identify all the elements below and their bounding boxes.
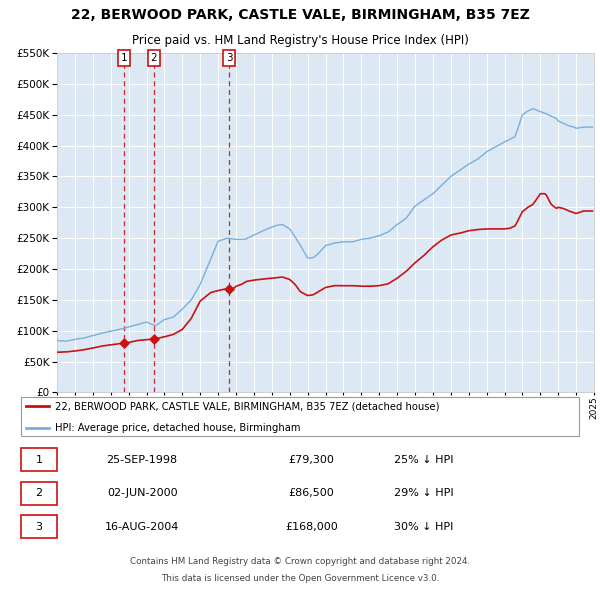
Text: £168,000: £168,000 (285, 522, 338, 532)
Text: 02-JUN-2000: 02-JUN-2000 (107, 489, 178, 498)
Text: 25-SEP-1998: 25-SEP-1998 (107, 455, 178, 465)
Text: 22, BERWOOD PARK, CASTLE VALE, BIRMINGHAM, B35 7EZ: 22, BERWOOD PARK, CASTLE VALE, BIRMINGHA… (71, 8, 529, 21)
Text: £86,500: £86,500 (289, 489, 334, 498)
Text: 1: 1 (121, 53, 127, 63)
Text: 29% ↓ HPI: 29% ↓ HPI (394, 489, 454, 498)
Text: 3: 3 (35, 522, 43, 532)
Text: Contains HM Land Registry data © Crown copyright and database right 2024.: Contains HM Land Registry data © Crown c… (130, 556, 470, 566)
Text: 3: 3 (226, 53, 233, 63)
Text: 30% ↓ HPI: 30% ↓ HPI (394, 522, 454, 532)
Text: 16-AUG-2004: 16-AUG-2004 (105, 522, 179, 532)
FancyBboxPatch shape (21, 396, 579, 436)
Text: 2: 2 (35, 489, 43, 498)
Text: HPI: Average price, detached house, Birmingham: HPI: Average price, detached house, Birm… (55, 422, 300, 432)
Text: 25% ↓ HPI: 25% ↓ HPI (394, 455, 454, 465)
Text: 2: 2 (151, 53, 157, 63)
Text: This data is licensed under the Open Government Licence v3.0.: This data is licensed under the Open Gov… (161, 573, 439, 582)
Text: Price paid vs. HM Land Registry's House Price Index (HPI): Price paid vs. HM Land Registry's House … (131, 34, 469, 47)
Text: 22, BERWOOD PARK, CASTLE VALE, BIRMINGHAM, B35 7EZ (detached house): 22, BERWOOD PARK, CASTLE VALE, BIRMINGHA… (55, 401, 439, 411)
FancyBboxPatch shape (21, 448, 58, 471)
Text: 1: 1 (35, 455, 43, 465)
FancyBboxPatch shape (21, 515, 58, 539)
Text: £79,300: £79,300 (289, 455, 334, 465)
FancyBboxPatch shape (21, 481, 58, 505)
